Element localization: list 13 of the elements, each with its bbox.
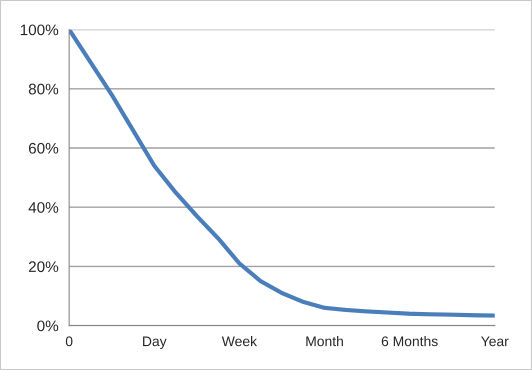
y-tick-label: 40% — [28, 202, 58, 213]
x-tick-label: 6 Months — [382, 336, 438, 346]
y-tick-label: 60% — [28, 142, 58, 154]
y-tick-label: 100% — [20, 24, 58, 36]
line-series — [69, 30, 495, 318]
x-tick-label: Month — [306, 336, 343, 346]
x-tick-label: Year — [481, 336, 509, 346]
y-tick-label: 0% — [37, 320, 58, 332]
x-tick-label: 0 — [66, 336, 72, 346]
y-tick-label: 80% — [28, 84, 58, 94]
x-tick-label: Week — [222, 336, 258, 346]
y-tick-label: 20% — [28, 261, 58, 272]
x-tick-label: Day — [143, 336, 167, 349]
